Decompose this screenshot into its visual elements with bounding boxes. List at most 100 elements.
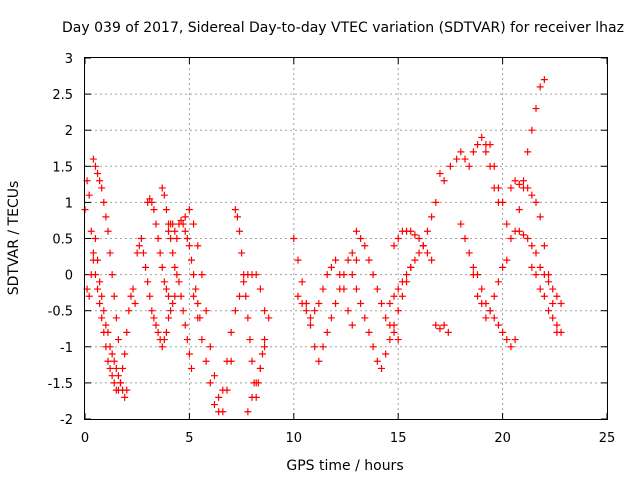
series-prn-m (294, 256, 356, 329)
data-point (549, 299, 557, 307)
data-point (192, 285, 200, 293)
series-prn-a (81, 177, 139, 394)
data-point (357, 299, 365, 307)
data-point (160, 191, 168, 199)
plot-frame (84, 57, 608, 420)
data-point (540, 271, 548, 279)
data-point (553, 321, 561, 329)
y-tick-label: -1 (60, 341, 73, 356)
axis-ticks: 0 5 10 15 20 25 -2 -1.5 -1 -0.5 0 0.5 1 1.5 2 2.5 3 (48, 52, 616, 446)
data-point (369, 271, 377, 279)
data-point (169, 220, 177, 228)
data-point (121, 350, 129, 358)
data-point (557, 299, 565, 307)
data-point (100, 198, 108, 206)
y-tick-label: -1.5 (48, 377, 73, 392)
data-point (545, 307, 553, 315)
data-point (85, 191, 93, 199)
data-point (469, 148, 477, 156)
data-point (127, 292, 135, 300)
data-point (486, 307, 494, 315)
data-point (248, 357, 256, 365)
data-point (453, 155, 461, 163)
data-point (474, 141, 482, 149)
data-points (81, 76, 565, 416)
data-point (540, 242, 548, 250)
data-point (340, 285, 348, 293)
data-point (190, 220, 198, 228)
data-point (511, 177, 519, 185)
data-point (108, 271, 116, 279)
data-point (165, 314, 173, 322)
data-point (457, 220, 465, 228)
data-point (169, 249, 177, 257)
y-tick-label: 3 (65, 52, 73, 67)
data-point (175, 278, 183, 286)
data-point (519, 177, 527, 185)
data-point (465, 249, 473, 257)
data-point (162, 328, 170, 336)
data-point (386, 299, 394, 307)
series-prn-k (244, 314, 273, 416)
data-point (167, 307, 175, 315)
data-point (515, 180, 523, 188)
data-point (411, 231, 419, 239)
series-prn-b (83, 235, 131, 401)
series-prn-e (144, 195, 173, 300)
data-point (89, 249, 97, 257)
data-point (407, 263, 415, 271)
data-point (327, 314, 335, 322)
data-point (482, 314, 490, 322)
data-point (215, 408, 223, 416)
data-point (187, 364, 195, 372)
data-point (177, 216, 185, 224)
data-point (244, 408, 252, 416)
data-point (528, 191, 536, 199)
data-point (352, 285, 360, 293)
data-point (119, 364, 127, 372)
data-point (181, 213, 189, 221)
data-point (98, 184, 106, 192)
data-point (474, 271, 482, 279)
data-point (494, 184, 502, 192)
data-point (106, 343, 114, 351)
data-point (202, 357, 210, 365)
data-point (365, 328, 373, 336)
data-point (146, 195, 154, 203)
data-point (549, 314, 557, 322)
data-point (507, 184, 515, 192)
data-point (219, 386, 227, 394)
data-point (91, 235, 99, 242)
data-point (110, 379, 118, 387)
series-prn-o (352, 227, 402, 344)
data-point (139, 249, 147, 257)
gridlines (85, 58, 607, 419)
data-point (499, 198, 507, 206)
data-point (244, 314, 252, 322)
data-point (165, 292, 173, 300)
data-point (171, 227, 179, 235)
data-point (503, 256, 511, 264)
data-point (348, 249, 356, 257)
data-point (252, 271, 260, 279)
data-point (152, 321, 160, 329)
data-point (536, 213, 544, 221)
y-tick-label: 2.5 (52, 88, 73, 103)
y-tick-label: 2 (65, 124, 73, 139)
series-prn-s (457, 220, 511, 322)
data-point (165, 227, 173, 235)
data-point (236, 292, 244, 300)
data-point (482, 148, 490, 156)
data-point (96, 278, 104, 286)
data-point (532, 271, 540, 279)
data-point (94, 170, 102, 178)
data-point (177, 292, 185, 300)
data-point (511, 336, 519, 344)
data-point (382, 314, 390, 322)
data-point (202, 307, 210, 315)
data-point (540, 76, 548, 84)
series-prn-q (386, 198, 440, 307)
data-point (524, 184, 532, 192)
data-point (348, 271, 356, 279)
